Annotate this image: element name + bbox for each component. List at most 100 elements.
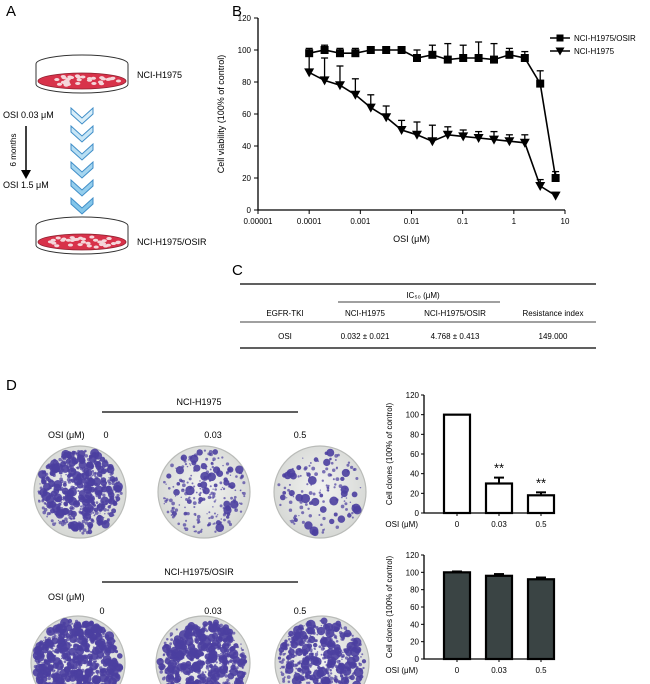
colony-dot: [82, 528, 87, 533]
colony-dot: [313, 638, 315, 641]
colony-dot: [312, 632, 315, 635]
colony-dot: [209, 524, 211, 526]
colony-plates-parental: [33, 445, 367, 539]
colony-dot: [46, 515, 48, 518]
colony-dot: [69, 638, 72, 640]
colony-dot: [101, 672, 104, 674]
clone-bar-chart-parental: 0 20 40 60 80 100 120 0 0.03 ** 0.5 ** OSI (μM) Cell …: [385, 391, 556, 529]
colony-dot: [89, 479, 92, 482]
colony-dot: [323, 653, 326, 657]
colony-dot: [210, 643, 213, 647]
colony-dot: [60, 665, 64, 669]
colony-dot: [335, 637, 338, 640]
colony-dot: [57, 519, 60, 522]
colony-dot: [337, 680, 341, 684]
colony-dot: [343, 500, 346, 503]
colony-dot: [87, 521, 94, 529]
colony-dot: [229, 499, 239, 509]
colony-dot: [219, 521, 223, 525]
chevron-arrow-icon: [70, 178, 94, 197]
colony-dot: [211, 465, 215, 469]
colony-dot: [220, 488, 223, 491]
data-point-triangle: [427, 137, 438, 147]
colony-dot: [205, 636, 209, 639]
colony-dot: [113, 477, 118, 482]
colony-dot: [237, 676, 244, 682]
colony-dot: [320, 617, 328, 625]
colony-dot: [38, 499, 40, 502]
colony-dot: [283, 646, 288, 651]
colony-dot: [71, 676, 74, 679]
colony-dot: [297, 667, 302, 673]
colony-dot: [179, 653, 185, 659]
colony-dot: [288, 508, 293, 512]
colony-dot: [334, 483, 337, 486]
y-tick-label: 20: [410, 638, 419, 647]
colony-dot: [41, 674, 43, 676]
colony-dot: [63, 628, 65, 631]
colony-dot: [86, 461, 93, 469]
colony-dot: [70, 485, 75, 490]
colony-dot: [340, 476, 345, 482]
colony-dot: [43, 676, 45, 679]
colony-dot: [222, 681, 226, 684]
colony-dot: [94, 660, 98, 663]
colony-dot: [310, 631, 313, 634]
colony-dot: [210, 650, 212, 653]
colony-dot: [41, 657, 43, 659]
y-tick-label: 0: [415, 655, 420, 664]
colony-dot: [326, 486, 330, 489]
cell-dot: [93, 245, 99, 249]
colony-dot: [213, 645, 215, 647]
colony-dot: [334, 674, 337, 677]
cell-dot: [110, 76, 116, 80]
colony-dot: [106, 637, 116, 646]
table-cell: 4.768 ± 0.413: [431, 332, 480, 341]
colony-dot: [279, 667, 282, 670]
colony-dot: [94, 511, 99, 515]
colony-dot: [72, 512, 76, 515]
colony-dot: [112, 500, 117, 505]
colony-dot: [212, 506, 214, 508]
colony-dot: [75, 637, 77, 639]
colony-dot: [241, 648, 245, 652]
colony-dot: [228, 670, 231, 673]
group1-label: NCI-H1975: [176, 397, 221, 407]
colony-dot: [117, 664, 121, 667]
colony-dot: [197, 641, 207, 651]
colony-dot: [73, 451, 76, 454]
colony-dot: [107, 659, 114, 666]
colony-dot: [304, 657, 310, 663]
dose-label: 0.5: [294, 430, 307, 440]
colony-dot: [210, 461, 214, 465]
colony-dot: [167, 486, 171, 490]
data-point-triangle: [396, 126, 407, 135]
colony-dot: [243, 659, 247, 664]
colony-dot: [331, 661, 335, 665]
cell-dot: [110, 242, 117, 246]
colony-dot: [189, 641, 193, 645]
colony-dot: [66, 491, 69, 494]
colony-dot: [84, 668, 91, 674]
colony-dot: [191, 482, 194, 485]
data-point-square: [366, 46, 375, 54]
colony-dot: [107, 505, 111, 509]
colony-dot: [75, 673, 85, 682]
colony-dot: [78, 662, 83, 667]
chevron-arrow-icon: [70, 196, 94, 215]
colony-dot: [203, 625, 206, 628]
data-point-square: [489, 55, 498, 64]
colony-dot: [205, 457, 209, 461]
colony-dot: [32, 668, 41, 677]
colony-dot: [225, 681, 227, 683]
colony-dot: [99, 674, 108, 683]
colony-dot: [60, 501, 63, 504]
colony-dot: [165, 673, 175, 683]
colony-dot: [78, 490, 86, 497]
colony-dot: [201, 671, 205, 674]
colony-dot: [86, 498, 90, 502]
colony-dot: [345, 649, 353, 657]
colony-dot: [163, 641, 167, 645]
colony-dot: [114, 649, 119, 654]
colony-dot: [62, 468, 65, 472]
